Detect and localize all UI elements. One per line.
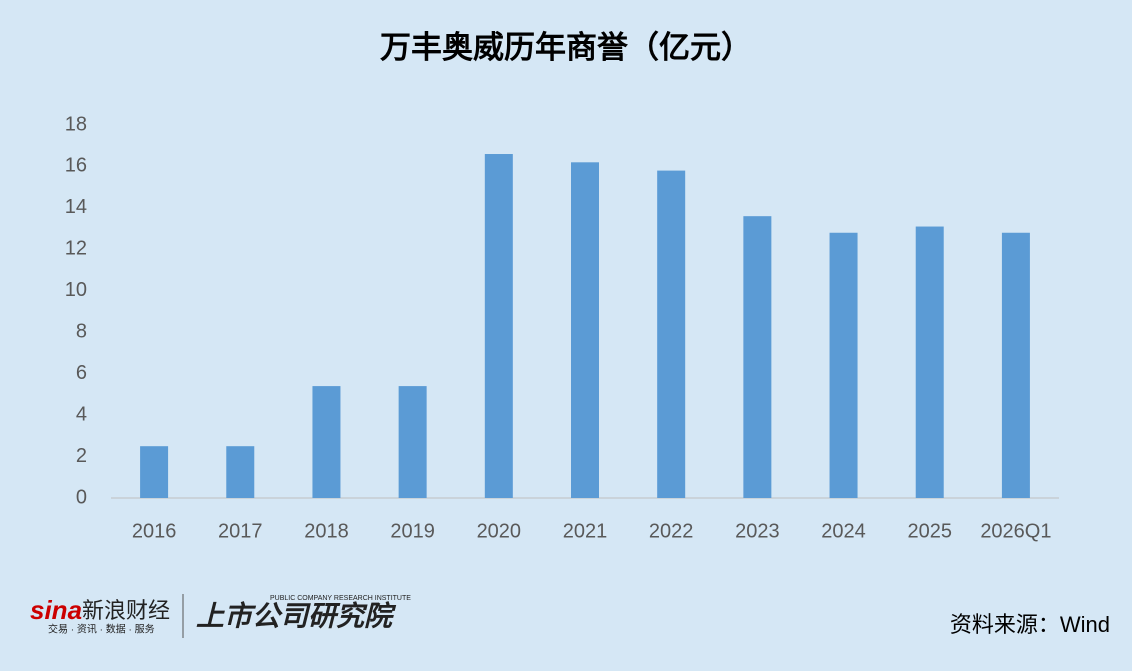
logo-text: 上市公司研究院	[196, 600, 397, 631]
x-tick-label: 2017	[218, 520, 263, 542]
footer-logos: sina 新浪财经 交易 · 资讯 · 数据 · 服务 上市公司研究院 PUBL…	[30, 594, 411, 638]
bar	[226, 446, 255, 498]
x-tick-label: 2019	[390, 520, 435, 542]
bar	[1001, 232, 1030, 498]
bar	[915, 226, 944, 499]
x-tick-label: 2022	[649, 520, 694, 542]
x-tick-label: 2024	[821, 520, 866, 542]
bar	[140, 446, 169, 498]
bar	[571, 162, 599, 499]
y-tick-label: 18	[65, 113, 87, 135]
x-tick-label: 2026Q1	[980, 520, 1051, 542]
bar	[484, 154, 513, 498]
y-tick-label: 8	[76, 321, 87, 343]
logo-text: PUBLIC COMPANY RESEARCH INSTITUTE	[270, 595, 411, 602]
y-tick-label: 12	[65, 238, 87, 260]
y-tick-label: 10	[65, 279, 87, 301]
logo-text: sina	[30, 595, 82, 625]
y-tick-label: 16	[65, 155, 87, 177]
x-tick-label: 2025	[907, 520, 952, 542]
logo-text: 新浪财经	[82, 598, 170, 623]
chart-title: 万丰奥威历年商誉（亿元）	[380, 30, 752, 65]
x-tick-label: 2023	[735, 520, 780, 542]
y-tick-label: 4	[76, 403, 87, 425]
y-tick-label: 2	[76, 445, 87, 467]
bar	[312, 386, 341, 498]
bar	[743, 216, 772, 498]
x-tick-label: 2020	[477, 520, 522, 542]
x-tick-label: 2018	[304, 520, 349, 542]
y-tick-label: 0	[76, 486, 87, 508]
source: 资料来源：Wind	[950, 612, 1110, 637]
bar	[398, 386, 427, 498]
bar	[829, 232, 858, 498]
y-tick-label: 14	[65, 196, 87, 218]
x-tick-label: 2021	[563, 520, 608, 542]
y-tick-label: 6	[76, 362, 87, 384]
bar	[657, 170, 686, 499]
logo-text: 交易 · 资讯 · 数据 · 服务	[48, 623, 155, 636]
x-tick-label: 2016	[132, 520, 177, 542]
